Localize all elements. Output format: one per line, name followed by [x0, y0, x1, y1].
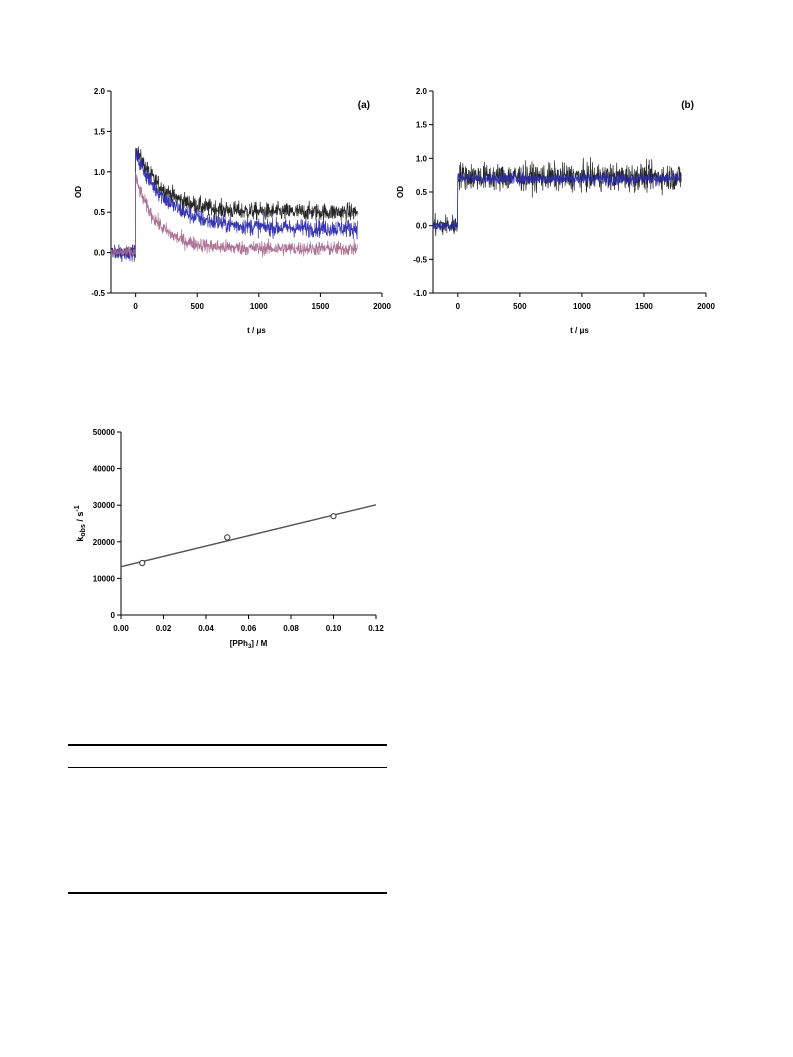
x-tick-label: 0.02: [156, 624, 172, 633]
x-tick-label: 0.04: [198, 624, 214, 633]
y-tick-label: 0: [111, 611, 116, 620]
x-tick-label: 1000: [573, 302, 591, 311]
x-tick-label: 500: [191, 302, 205, 311]
x-tick-label: 0.10: [326, 624, 342, 633]
y-tick-label: 0.5: [416, 188, 428, 197]
x-tick-label: 1000: [250, 302, 268, 311]
y-tick-label: 0.0: [416, 222, 428, 231]
y-tick-label: 20000: [93, 538, 116, 547]
data-point: [224, 534, 231, 541]
y-tick-label: 40000: [93, 465, 116, 474]
y-tick-label: 2.0: [94, 87, 106, 96]
x-axis-label: t / μs: [570, 326, 589, 335]
y-tick-label: 1.0: [94, 168, 106, 177]
y-tick-label: 1.0: [416, 154, 428, 163]
data-point: [330, 513, 337, 520]
x-tick-label: 0.00: [113, 624, 129, 633]
y-tick-label: 1.5: [94, 127, 106, 136]
y-tick-label: 50000: [93, 428, 116, 437]
x-tick-label: 0.06: [241, 624, 257, 633]
x-tick-label: 1500: [635, 302, 653, 311]
table-top-rule: [68, 744, 387, 746]
trace-series-1: [432, 156, 682, 237]
y-tick-label: 10000: [93, 574, 116, 583]
x-tick-label: 0: [456, 302, 461, 311]
data-point: [139, 559, 146, 567]
trace-series-2: [432, 170, 682, 231]
y-tick-label: 0.5: [94, 208, 106, 217]
x-tick-label: 0.08: [283, 624, 299, 633]
y-tick-label: -1.0: [413, 289, 427, 298]
trace-series-2: [110, 148, 358, 262]
x-axis-label: [PPh3] / M: [230, 639, 268, 650]
trace-series-1: [110, 146, 358, 263]
y-axis-label: OD: [396, 186, 405, 198]
table-bottom-rule: [68, 892, 387, 894]
x-tick-label: 500: [513, 302, 527, 311]
x-tick-label: 0: [133, 302, 138, 311]
x-tick-label: 2000: [373, 302, 391, 311]
panel-label: (b): [681, 100, 694, 111]
y-tick-label: -0.5: [413, 255, 427, 264]
panel-label: (a): [358, 100, 370, 111]
y-tick-label: 1.5: [416, 121, 428, 130]
x-tick-label: 2000: [697, 302, 715, 311]
y-tick-label: 30000: [93, 501, 116, 510]
fit-line: [120, 504, 377, 568]
y-tick-label: -0.5: [91, 289, 105, 298]
y-axis-label: OD: [74, 186, 83, 198]
x-axis-label: t / μs: [247, 326, 266, 335]
x-tick-label: 0.12: [368, 624, 384, 633]
table-header-rule: [68, 767, 387, 768]
trace-series-3: [110, 172, 358, 258]
y-tick-label: 0.0: [94, 249, 106, 258]
y-tick-label: 2.0: [416, 87, 428, 96]
x-tick-label: 1500: [312, 302, 330, 311]
y-axis-label: kobs / s-1: [74, 505, 87, 541]
